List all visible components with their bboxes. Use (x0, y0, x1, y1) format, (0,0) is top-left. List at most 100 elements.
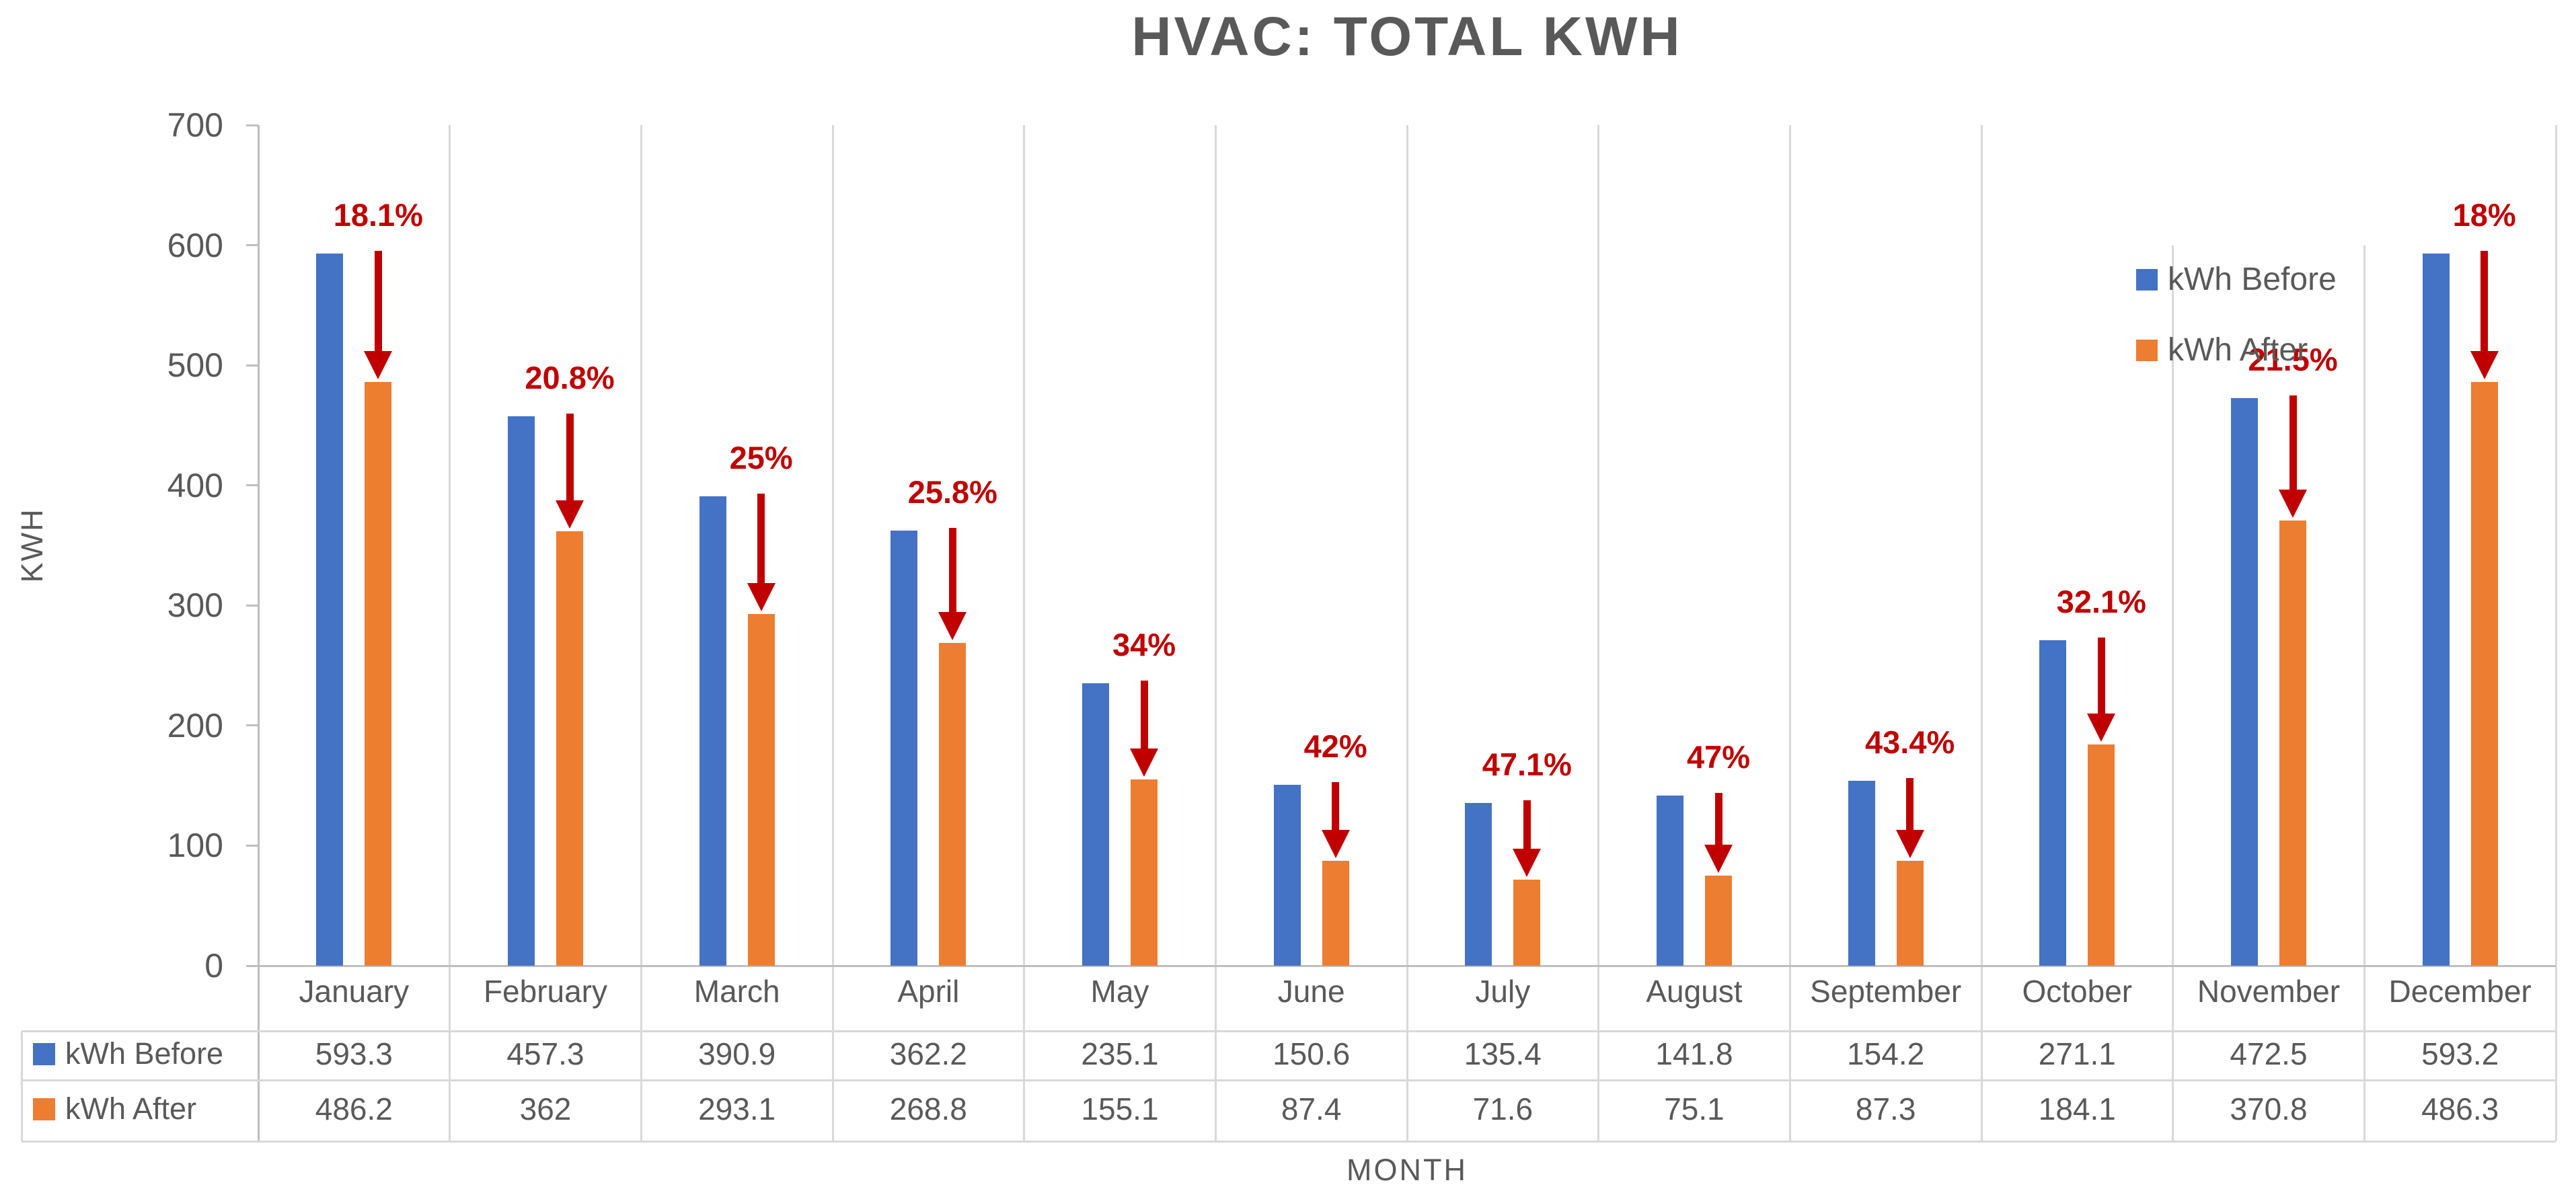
month-label: October (2022, 974, 2133, 1009)
month-label: August (1646, 974, 1743, 1009)
table-value-before: 271.1 (2038, 1036, 2116, 1071)
bar-after-december (2470, 381, 2498, 966)
reduction-arrow-shaft (948, 528, 956, 612)
table-border (22, 1079, 2556, 1081)
month-label: June (1277, 974, 1345, 1009)
y-tick (246, 604, 258, 607)
reduction-arrow-shaft (1714, 792, 1722, 845)
reduction-arrow-head-icon (2470, 350, 2499, 379)
legend-key-before-icon (2136, 268, 2158, 291)
month-label: July (1475, 974, 1531, 1009)
pct-reduction-label: 20.8% (525, 360, 615, 396)
reduction-arrow-shaft (2097, 637, 2105, 714)
bar-before-september (1848, 780, 1875, 966)
bar-before-march (699, 496, 726, 966)
table-value-after: 486.3 (2421, 1091, 2499, 1126)
table-key-before-icon (33, 1043, 55, 1065)
table-border (20, 1031, 23, 1141)
month-label: November (2197, 974, 2341, 1009)
table-value-before: 154.2 (1847, 1036, 1925, 1071)
y-tick-label: 500 (167, 346, 223, 385)
gridline (2172, 125, 2174, 1141)
legend-label-after: kWh After (2168, 332, 2308, 368)
month-label: December (2388, 974, 2532, 1009)
table-value-after: 293.1 (698, 1091, 776, 1126)
month-label: April (897, 974, 960, 1009)
gridline (831, 125, 834, 1141)
pct-reduction-label: 47.1% (1482, 746, 1572, 783)
bar-before-november (2231, 398, 2258, 966)
bar-before-april (891, 531, 918, 966)
pct-reduction-label: 25.8% (907, 474, 997, 510)
bar-after-april (939, 643, 967, 966)
gridline (1980, 125, 1983, 1141)
table-value-before: 593.2 (2421, 1036, 2499, 1071)
pct-reduction-label: 18.1% (333, 196, 423, 233)
y-tick-label: 300 (167, 586, 223, 625)
pct-reduction-label: 25% (729, 439, 793, 475)
bar-after-july (1513, 880, 1541, 966)
gridline (449, 125, 451, 1141)
table-value-before: 135.4 (1464, 1036, 1542, 1071)
reduction-arrow-shaft (1332, 782, 1340, 830)
bar-after-september (1896, 861, 1924, 966)
reduction-arrow-head-icon (938, 612, 967, 640)
bar-before-june (1273, 785, 1301, 966)
legend-item-after: kWh After (2136, 332, 2308, 369)
table-value-before: 150.6 (1273, 1036, 1351, 1071)
reduction-arrow-shaft (1523, 800, 1531, 849)
y-tick (246, 484, 258, 487)
table-value-after: 71.6 (1472, 1091, 1533, 1126)
y-tick-label: 600 (167, 226, 223, 264)
pct-reduction-label: 43.4% (1865, 724, 1955, 760)
y-tick (246, 964, 258, 967)
table-value-before: 362.2 (889, 1036, 967, 1071)
table-value-before: 235.1 (1081, 1036, 1159, 1071)
reduction-arrow-shaft (2480, 250, 2489, 351)
x-axis-title: MONTH (1347, 1153, 1468, 1187)
y-axis-line (257, 125, 260, 1141)
reduction-arrow-shaft (374, 250, 382, 351)
table-row-header-before: kWh Before (65, 1036, 224, 1071)
table-value-after: 155.1 (1081, 1091, 1159, 1126)
y-tick (246, 244, 258, 247)
y-tick (246, 124, 258, 126)
reduction-arrow-head-icon (1130, 748, 1158, 777)
table-key-after-icon (33, 1098, 55, 1120)
bar-before-august (1657, 795, 1683, 966)
bar-after-june (1322, 860, 1349, 966)
table-value-after: 184.1 (2038, 1091, 2116, 1126)
month-label: September (1810, 974, 1962, 1009)
bar-before-may (1082, 683, 1109, 966)
bar-before-january (316, 253, 344, 966)
y-tick (246, 724, 258, 727)
gridline (2554, 125, 2557, 1141)
table-row-header-after: kWh After (65, 1091, 197, 1126)
gridline (2363, 125, 2365, 1141)
reduction-arrow-shaft (2289, 395, 2297, 490)
y-tick (246, 844, 258, 847)
table-value-before: 472.5 (2230, 1036, 2308, 1071)
table-value-before: 593.3 (315, 1036, 393, 1071)
reduction-arrow-head-icon (1895, 830, 1924, 859)
reduction-arrow-shaft (1140, 681, 1148, 749)
pct-reduction-label: 47% (1686, 738, 1751, 775)
gridline (1023, 125, 1026, 1141)
y-tick (246, 364, 258, 367)
table-value-before: 390.9 (698, 1036, 776, 1071)
bar-before-february (508, 416, 535, 966)
reduction-arrow-shaft (757, 493, 765, 583)
reduction-arrow-head-icon (2279, 489, 2307, 518)
pct-reduction-label: 18% (2452, 196, 2516, 233)
table-border (22, 1030, 2556, 1032)
pct-reduction-label: 42% (1303, 728, 1367, 765)
pct-reduction-label: 21.5% (2248, 342, 2338, 378)
legend-key-after-icon (2136, 339, 2158, 361)
month-label: January (299, 974, 410, 1009)
legend: kWh Before kWh After (2119, 123, 2408, 368)
bar-before-july (1465, 803, 1492, 966)
table-value-after: 370.8 (2230, 1091, 2308, 1126)
table-value-before: 141.8 (1655, 1036, 1733, 1071)
gridline (1597, 125, 1600, 1141)
